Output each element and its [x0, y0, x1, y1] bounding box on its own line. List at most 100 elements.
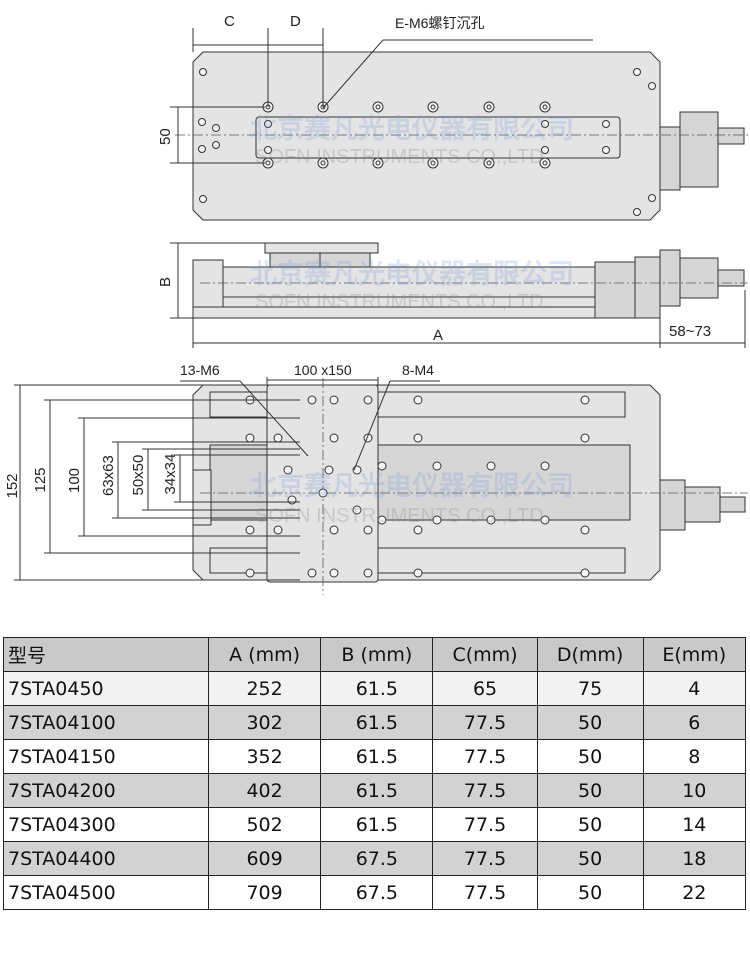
table-cell: 77.5: [432, 875, 538, 910]
table-row: 7STA04150 352 61.5 77.5 50 8: [3, 739, 747, 774]
table-cell: 50: [536, 807, 644, 842]
header-a: A (mm): [207, 637, 322, 672]
table-cell: 709: [207, 875, 322, 910]
mount-hole: [318, 488, 328, 498]
table-cell: 77.5: [432, 773, 538, 808]
header-e: E(mm): [642, 637, 747, 672]
table-row: 7STA04500 709 67.5 77.5 50 22: [3, 875, 747, 910]
screw-hole-inner: [430, 104, 436, 110]
table-cell: 7STA04300: [3, 807, 209, 842]
mount-hole: [307, 395, 317, 405]
table-row: 7STA04300 502 61.5 77.5 50 14: [3, 807, 747, 842]
table-cell: 77.5: [432, 705, 538, 740]
table-header: 型号 A (mm) B (mm) C(mm) D(mm) E(mm): [3, 637, 747, 672]
screw-hole-inner: [265, 160, 271, 166]
mount-hole: [329, 525, 339, 535]
mount-hole: [264, 146, 272, 154]
screw-hole-inner: [486, 104, 492, 110]
watermark-cn-3: 北京赛凡光电仪器有限公司: [250, 470, 574, 501]
table-cell: 50: [536, 875, 644, 910]
mount-hole: [245, 568, 255, 578]
mount-hole: [648, 82, 656, 90]
table-cell: 7STA04400: [3, 841, 209, 876]
mount-hole: [413, 525, 423, 535]
table-cell: 8: [642, 739, 747, 774]
table-cell: 7STA04150: [3, 739, 209, 774]
table-cell: 302: [207, 705, 322, 740]
mount-hole: [352, 505, 362, 515]
mount-hole: [602, 120, 610, 128]
mount-hole: [540, 515, 550, 525]
watermark-en: SOFN INSTRUMENTS CO.,LTD.: [255, 146, 549, 168]
m4-callout: 8-M4: [402, 362, 434, 378]
mount-hole: [283, 465, 293, 475]
table-cell: 4: [642, 671, 747, 706]
table-cell: 77.5: [432, 807, 538, 842]
mount-hole: [413, 395, 423, 405]
table-cell: 61.5: [320, 705, 434, 740]
mount-hole: [363, 395, 373, 405]
watermark-cn-2: 北京赛凡光电仪器有限公司: [250, 258, 574, 289]
bottom-view: 100 x150 13-M6 8-M4 152 125 100 63x63 50x50 3…: [4, 362, 748, 595]
dimension-label: 50x50: [130, 455, 147, 496]
mount-hole: [580, 568, 590, 578]
table-cell: 61.5: [320, 739, 434, 774]
dimension-label: 100: [66, 468, 83, 493]
technical-drawing: C D E-M6螺钉沉孔 50 B A 58~73: [4, 13, 748, 595]
table-row: 7STA04100 302 61.5 77.5 50 6: [3, 705, 747, 740]
watermark-en-3: SOFN INSTRUMENTS CO.,LTD.: [255, 505, 549, 527]
mount-hole: [541, 146, 549, 154]
mount-hole: [633, 68, 641, 76]
table-row: 7STA04200 402 61.5 77.5 50 10: [3, 773, 747, 808]
dim-d-label: D: [290, 13, 301, 30]
dimension-label: 63x63: [100, 455, 117, 496]
mount-hole: [413, 568, 423, 578]
m6-callout: 13-M6: [180, 362, 220, 378]
mount-hole: [580, 433, 590, 443]
dim-stroke-label: 58~73: [669, 323, 711, 340]
plate-callout: 100 x150: [294, 362, 352, 378]
table-cell: 50: [536, 705, 644, 740]
mount-hole: [329, 568, 339, 578]
mount-hole: [212, 141, 220, 149]
table-cell: 22: [642, 875, 747, 910]
dim-b-label: B: [157, 277, 174, 287]
table-cell: 50: [536, 773, 644, 808]
mount-hole: [245, 525, 255, 535]
header-c: C(mm): [432, 637, 538, 672]
top-view: C D E-M6螺钉沉孔 50: [157, 13, 748, 221]
mount-hole: [199, 68, 207, 76]
table-cell: 77.5: [432, 841, 538, 876]
mount-hole: [486, 461, 496, 471]
mount-hole: [377, 515, 387, 525]
mount-hole: [212, 124, 220, 132]
mount-hole: [648, 194, 656, 202]
mount-hole: [486, 515, 496, 525]
table-cell: 61.5: [320, 773, 434, 808]
screw-hole-inner: [375, 160, 381, 166]
watermark-cn: 北京赛凡光电仪器有限公司: [250, 113, 574, 144]
header-model: 型号: [3, 637, 209, 672]
mount-hole: [198, 118, 206, 126]
mount-hole: [329, 395, 339, 405]
table-cell: 14: [642, 807, 747, 842]
table-cell: 10: [642, 773, 747, 808]
table-cell: 61.5: [320, 807, 434, 842]
dimension-label: 152: [4, 473, 21, 498]
dimension-label: 125: [32, 467, 49, 492]
mount-hole: [307, 568, 317, 578]
mount-hole: [633, 208, 641, 216]
mount-hole: [432, 461, 442, 471]
table-cell: 50: [536, 739, 644, 774]
mount-hole: [273, 433, 283, 443]
screw-hole-inner: [542, 160, 548, 166]
mount-hole: [602, 146, 610, 154]
mount-hole: [273, 525, 283, 535]
table-cell: 7STA04200: [3, 773, 209, 808]
dim-c-label: C: [224, 13, 235, 30]
mount-hole: [413, 433, 423, 443]
mount-hole: [377, 461, 387, 471]
table-cell: 65: [432, 671, 538, 706]
mount-hole: [363, 525, 373, 535]
mount-hole: [432, 515, 442, 525]
